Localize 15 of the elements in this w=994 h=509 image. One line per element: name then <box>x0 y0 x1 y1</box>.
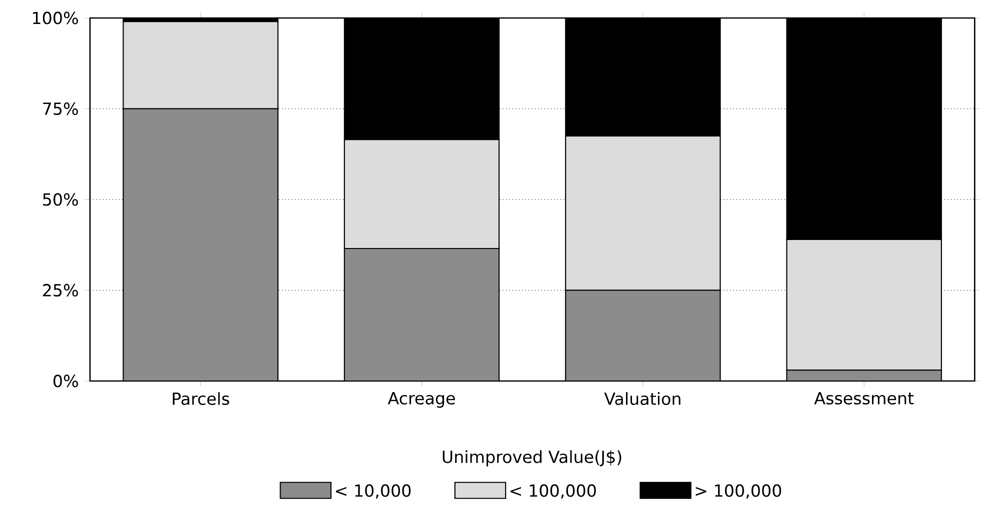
legend-label: < 100,000 <box>510 484 596 499</box>
y-tick-label: 75% <box>43 102 78 116</box>
x-tick-label: Assessment <box>814 392 914 405</box>
bar <box>344 248 500 381</box>
y-tick-label: 50% <box>43 193 78 206</box>
x-tick-label: Parcels <box>172 392 230 406</box>
legend-label: > 100,000 <box>696 484 782 499</box>
legend-title: Unimproved Value(J$) <box>442 450 622 466</box>
legend-label: < 10,000 <box>336 484 411 499</box>
bar <box>565 290 721 381</box>
y-tick-label: 25% <box>43 284 78 297</box>
y-tick-label: 100% <box>33 12 78 24</box>
x-tick-label: Valuation <box>604 392 680 406</box>
x-tick-label: Acreage <box>388 392 455 408</box>
y-tick-label: 0% <box>54 374 78 388</box>
